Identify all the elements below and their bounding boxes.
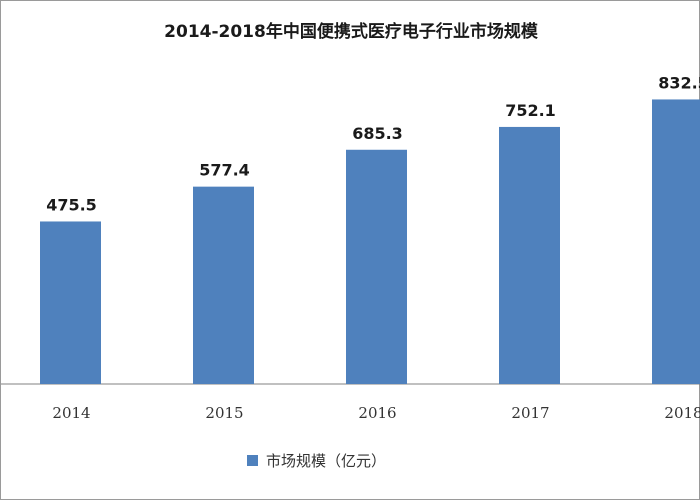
x-tick-label-2016: 2016 bbox=[358, 404, 396, 422]
data-label-2015: 577.4 bbox=[199, 161, 250, 180]
x-tick-label-2014: 2014 bbox=[52, 404, 90, 422]
chart-title: 2014-2018年中国便携式医疗电子行业市场规模 bbox=[164, 22, 538, 42]
bar-2016 bbox=[346, 149, 407, 384]
x-tick-label-2017: 2017 bbox=[511, 404, 549, 422]
legend-label: 市场规模（亿元） bbox=[266, 451, 387, 470]
bar-2015 bbox=[193, 186, 254, 384]
bar-2018 bbox=[652, 99, 700, 384]
bar-2014 bbox=[40, 221, 101, 384]
legend: 市场规模（亿元） bbox=[247, 450, 386, 470]
x-tick-label-2018: 2018 bbox=[664, 404, 700, 422]
data-label-2016: 685.3 bbox=[352, 124, 403, 143]
bar-2017 bbox=[499, 126, 560, 384]
legend-swatch bbox=[247, 454, 258, 466]
x-tick-label-2015: 2015 bbox=[205, 404, 243, 422]
data-label-2017: 752.1 bbox=[505, 101, 556, 120]
data-label-2018: 832.5 bbox=[658, 73, 700, 92]
data-label-2014: 475.5 bbox=[46, 195, 97, 214]
